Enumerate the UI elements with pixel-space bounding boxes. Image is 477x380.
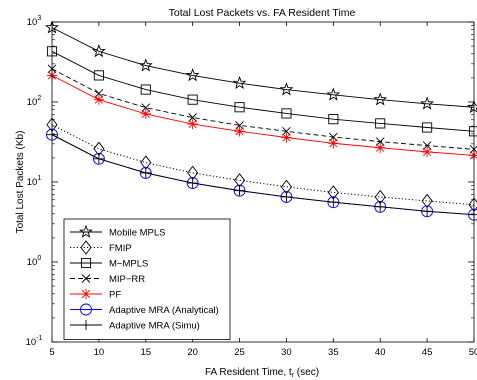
data-point-pf xyxy=(421,146,433,158)
series-line-mobile-mpls xyxy=(51,27,475,108)
data-point-m-mpls xyxy=(140,84,151,95)
legend-swatch-marker xyxy=(80,257,92,269)
legend-entry-m-mpls: M−MPLS xyxy=(70,257,148,270)
data-point-adaptive-mra-simu xyxy=(328,197,339,208)
axis-ticks: 5 10 15 20 25 30 35 40 45 50 10-1 100 101 102 103 xyxy=(26,15,477,358)
series-m-mpls xyxy=(46,46,477,137)
series-line-mip-rr xyxy=(51,68,475,150)
data-point-adaptive-mra-simu xyxy=(187,178,198,189)
legend-label: MIP−RR xyxy=(109,274,145,285)
data-point-adaptive-mra-analytical xyxy=(280,191,293,203)
x-tick-label: 25 xyxy=(234,347,245,358)
x-tick-label: 10 xyxy=(94,347,105,358)
data-point-mobile-mpls xyxy=(91,44,106,58)
data-point-mobile-mpls xyxy=(373,92,388,106)
legend-entry-mip-rr: MIP−RR xyxy=(70,274,145,285)
data-point-adaptive-mra-simu xyxy=(422,206,433,217)
data-point-pf xyxy=(234,126,245,137)
legend: Mobile MPLS FMIP M−MPLS MIP−RR PF Adaptive MR… xyxy=(63,218,231,340)
y-tick-label: 103 xyxy=(27,15,42,28)
data-point-m-mpls xyxy=(375,118,386,129)
y-tick-label: 100 xyxy=(27,255,42,268)
legend-entry-adaptive-mra-analytical: Adaptive MRA (Analytical) xyxy=(70,303,219,316)
data-point-mip-rr xyxy=(94,89,104,98)
legend-label: Adaptive MRA (Simu) xyxy=(109,321,200,332)
data-point-adaptive-mra-simu xyxy=(281,191,292,202)
legend-swatch-marker xyxy=(80,240,92,255)
x-tick-label: 40 xyxy=(375,347,386,358)
legend-label: Mobile MPLS xyxy=(109,228,166,239)
data-point-mobile-mpls xyxy=(420,96,435,110)
data-point-adaptive-mra-simu xyxy=(140,167,151,178)
data-point-mip-rr xyxy=(188,113,197,122)
plot-frame xyxy=(51,21,475,343)
data-point-mobile-mpls xyxy=(138,58,153,72)
data-point-adaptive-mra-analytical xyxy=(186,177,199,190)
x-axis-label: FA Resident Time, tr (sec) xyxy=(205,367,319,379)
data-point-adaptive-mra-analytical xyxy=(92,152,105,165)
y-axis-label: Total Lost Packets (Kb) xyxy=(15,131,26,234)
data-point-mobile-mpls xyxy=(279,82,294,96)
y-tick-label: 102 xyxy=(27,95,42,108)
data-point-mip-rr xyxy=(282,127,291,136)
data-point-mip-rr xyxy=(329,132,338,142)
y-tick-label: 10-1 xyxy=(26,335,43,348)
data-point-mobile-mpls xyxy=(185,68,200,82)
chart-title: Total Lost Packets vs. FA Resident Time xyxy=(169,7,356,19)
data-point-adaptive-mra-analytical xyxy=(374,200,387,213)
data-point-m-mpls xyxy=(328,114,339,125)
data-point-pf xyxy=(328,138,339,149)
data-point-adaptive-mra-simu xyxy=(234,185,245,196)
data-point-pf xyxy=(93,94,105,105)
x-tick-label: 5 xyxy=(49,347,54,358)
legend-swatch-marker xyxy=(79,224,93,238)
data-point-m-mpls xyxy=(187,94,198,105)
legend-label: M−MPLS xyxy=(109,259,148,270)
y-tick-label: 101 xyxy=(27,175,42,188)
series-line-m-mpls xyxy=(51,50,475,132)
x-tick-label: 30 xyxy=(281,347,292,358)
data-point-pf xyxy=(375,142,386,153)
data-point-pf xyxy=(140,108,151,120)
data-point-pf xyxy=(187,118,198,130)
series-pf xyxy=(46,70,477,161)
data-point-adaptive-mra-analytical xyxy=(327,196,340,209)
legend-swatch-marker xyxy=(81,320,91,330)
legend-label: PF xyxy=(109,290,121,301)
data-point-m-mpls xyxy=(93,70,104,81)
data-point-mobile-mpls xyxy=(326,87,341,101)
series-line-adaptive-mra-simu xyxy=(51,134,475,216)
data-point-mobile-mpls xyxy=(232,75,247,90)
data-point-m-mpls xyxy=(234,102,245,113)
legend-entry-fmip: FMIP xyxy=(70,240,132,255)
data-point-adaptive-mra-analytical xyxy=(139,166,152,179)
data-point-adaptive-mra-analytical xyxy=(233,184,246,197)
data-point-mip-rr xyxy=(375,137,385,146)
x-tick-label: 15 xyxy=(140,347,151,358)
series-mobile-mpls xyxy=(45,20,477,114)
legend-entry-adaptive-mra-simu: Adaptive MRA (Simu) xyxy=(70,320,200,332)
data-point-adaptive-mra-simu xyxy=(93,153,104,164)
x-tick-label: 35 xyxy=(328,347,339,358)
data-point-mip-rr xyxy=(141,103,151,112)
legend-label: FMIP xyxy=(109,243,132,254)
data-point-pf xyxy=(281,132,292,143)
legend-entry-pf: PF xyxy=(70,288,121,301)
series-line-pf xyxy=(51,75,475,156)
data-point-adaptive-mra-simu xyxy=(375,201,386,212)
x-tick-label: 20 xyxy=(187,347,198,358)
legend-swatch-marker xyxy=(81,274,91,283)
legend-entry-mobile-mpls: Mobile MPLS xyxy=(70,224,166,239)
data-point-m-mpls xyxy=(422,122,433,133)
x-tick-label: 45 xyxy=(422,347,433,358)
legend-label: Adaptive MRA (Analytical) xyxy=(109,305,219,316)
data-point-m-mpls xyxy=(281,108,292,119)
data-point-mip-rr xyxy=(422,141,432,150)
legend-box xyxy=(63,218,231,340)
x-tick-label: 50 xyxy=(469,347,477,358)
legend-swatch-marker xyxy=(80,288,92,300)
legend-swatch-marker xyxy=(80,303,92,316)
